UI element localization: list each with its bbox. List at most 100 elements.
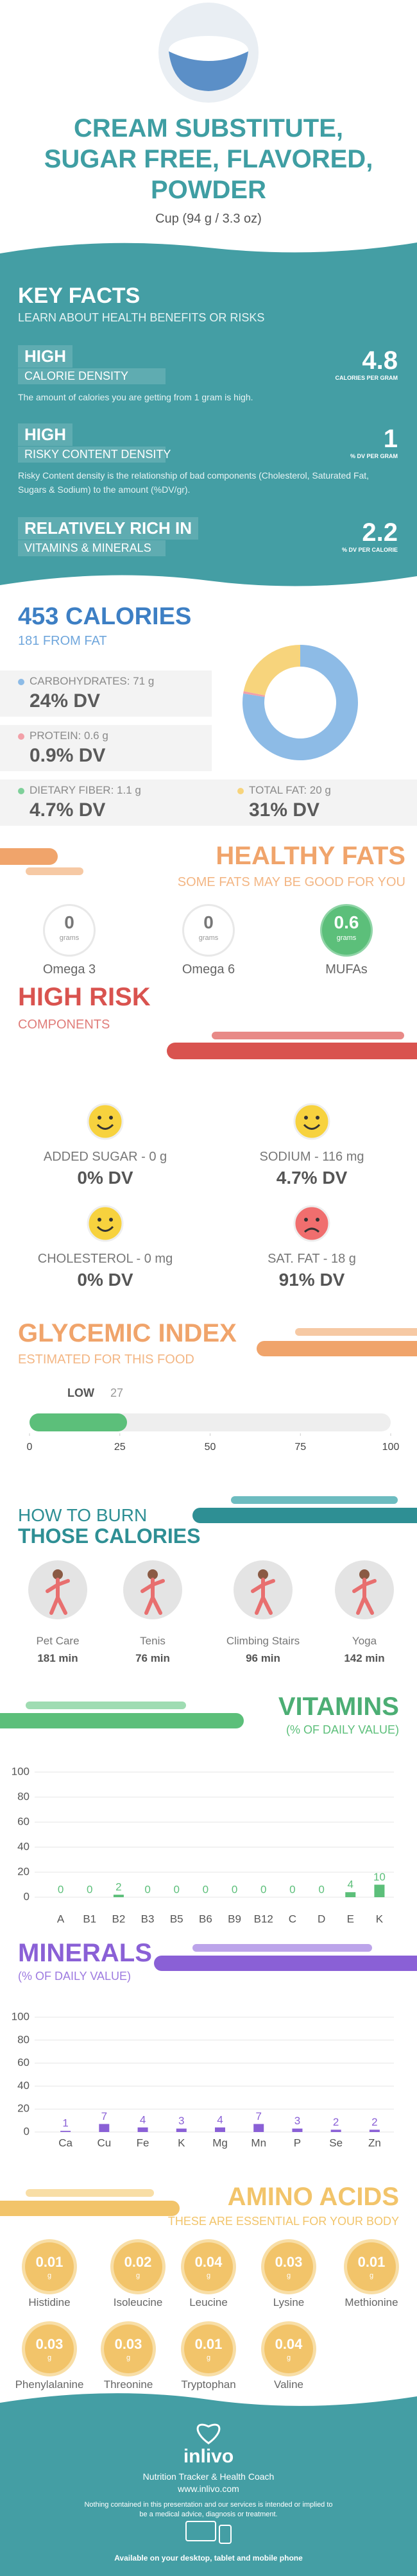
y-tick-label: 20 <box>17 2103 30 2115</box>
fat-value: 0.6 <box>334 912 359 932</box>
x-tick-label: B3 <box>141 1913 155 1925</box>
fact-label: CALORIE DENSITY <box>18 368 166 384</box>
bar <box>369 2129 380 2132</box>
emoji-eye <box>316 1218 319 1222</box>
x-tick-label: Se <box>329 2137 343 2149</box>
x-tick-label: C <box>289 1913 296 1925</box>
amino-unit: g <box>47 2354 52 2362</box>
bowl-cream <box>169 36 248 64</box>
section-title: VITAMINS <box>278 1693 399 1721</box>
amino-name: Isoleucine <box>113 2296 163 2308</box>
risk-dv: 0% DV <box>77 1168 133 1188</box>
fat-value: 0 <box>64 912 74 932</box>
band <box>192 1944 372 1952</box>
amino-circle <box>104 2324 153 2373</box>
risk-label: CHOLESTEROL - 0 mg <box>37 1252 173 1266</box>
amino-name: Valine <box>274 2378 303 2391</box>
fact-unit: CALORIES PER GRAM <box>335 375 398 381</box>
tagline: Nutrition Tracker & Health Coach <box>142 2471 275 2482</box>
fact-level: RELATIVELY RICH IN <box>18 517 199 540</box>
icon-body <box>140 1578 165 1615</box>
section-title: HEALTHY FATS <box>216 842 405 870</box>
value-label: 2 <box>115 1881 121 1893</box>
nutrient-label: TOTAL FAT: 20 g <box>249 784 331 796</box>
x-tick-label: B9 <box>228 1913 241 1925</box>
x-tick-label: 0 <box>27 1442 33 1453</box>
emoji <box>293 1103 330 1140</box>
disclaimer: Nothing contained in this presentation a… <box>84 2501 333 2518</box>
value-label: 4 <box>348 1879 353 1891</box>
fat-unit: grams <box>198 934 219 942</box>
amino-value: 0.03 <box>35 2336 64 2352</box>
logo-heart <box>196 2423 221 2444</box>
x-tick-label: P <box>294 2137 301 2149</box>
risk-dv: 4.7% DV <box>276 1168 348 1188</box>
amino-name: Tryptophan <box>181 2378 236 2391</box>
section-title: HIGH RISK <box>18 983 151 1011</box>
value-label: 10 <box>373 1871 386 1883</box>
x-tick-label: 50 <box>205 1442 216 1453</box>
fat-circle <box>184 906 233 955</box>
section-title: HOW TO BURN <box>18 1505 148 1525</box>
icon-head <box>359 1569 370 1580</box>
band <box>212 1032 404 1039</box>
fact-level: HIGH <box>18 423 72 446</box>
row-bg <box>0 725 212 771</box>
band <box>0 1713 244 1728</box>
section-title: MINERALS <box>18 1939 152 1967</box>
nutrient-dot <box>18 679 24 685</box>
y-tick-label: 0 <box>24 2125 30 2137</box>
activity-icon <box>123 1560 182 1619</box>
fat-circle <box>322 906 371 955</box>
fat-unit: grams <box>59 934 80 942</box>
risk-dv: 0% DV <box>77 1270 133 1290</box>
value-label: 7 <box>101 2110 107 2122</box>
x-tick-label: Fe <box>137 2137 149 2149</box>
y-tick-label: 40 <box>17 2079 30 2092</box>
section-subtitle: THESE ARE ESSENTIAL FOR YOUR BODY <box>167 2215 399 2228</box>
nutrient-dot <box>18 788 24 794</box>
emoji-mouth <box>303 1123 321 1130</box>
fact-text: The amount of calories you are getting f… <box>18 392 253 402</box>
emoji-eye <box>304 1116 308 1120</box>
fat-unit: grams <box>336 934 357 942</box>
row-bg <box>0 670 212 717</box>
emoji-eye <box>316 1116 319 1120</box>
activity-name: Tenis <box>140 1635 166 1647</box>
activity-name: Climbing Stairs <box>226 1635 300 1647</box>
value-label: 0 <box>260 1883 266 1895</box>
icon-head <box>258 1569 268 1580</box>
fat-value: 0 <box>203 912 214 932</box>
x-tick-label: Mn <box>251 2137 266 2149</box>
amino-unit: g <box>206 2272 211 2280</box>
fact-value: 2.2 <box>362 518 398 547</box>
activity-name: Pet Care <box>36 1635 80 1647</box>
amino-name: Lysine <box>273 2296 305 2308</box>
x-tick-label: E <box>347 1913 354 1925</box>
y-tick-label: 100 <box>12 2010 30 2022</box>
row-bg <box>0 780 417 826</box>
title: CREAM SUBSTITUTE, SUGAR FREE, FLAVORED, … <box>44 114 373 204</box>
y-tick-label: 80 <box>17 1790 30 1802</box>
amino-unit: g <box>135 2272 140 2280</box>
value-label: 0 <box>318 1883 324 1895</box>
fat-name: Omega 6 <box>182 962 235 977</box>
activity-icon <box>28 1560 87 1619</box>
amino-value: 0.01 <box>357 2254 386 2270</box>
risk-dv: 91% DV <box>278 1270 345 1290</box>
fact-value: 1 <box>383 425 398 453</box>
donut-slice <box>243 645 358 760</box>
icon-body <box>251 1578 275 1615</box>
nutrient-dv: 4.7% DV <box>30 799 106 821</box>
amino-value: 0.02 <box>124 2254 152 2270</box>
x-tick-label: 100 <box>382 1442 400 1453</box>
value-label: 2 <box>371 2116 377 2128</box>
band <box>295 1328 417 1336</box>
band <box>257 1341 417 1356</box>
risk-label: SAT. FAT - 18 g <box>268 1252 356 1266</box>
y-tick-label: 80 <box>17 2033 30 2045</box>
section-title: KEY FACTS <box>18 284 140 308</box>
